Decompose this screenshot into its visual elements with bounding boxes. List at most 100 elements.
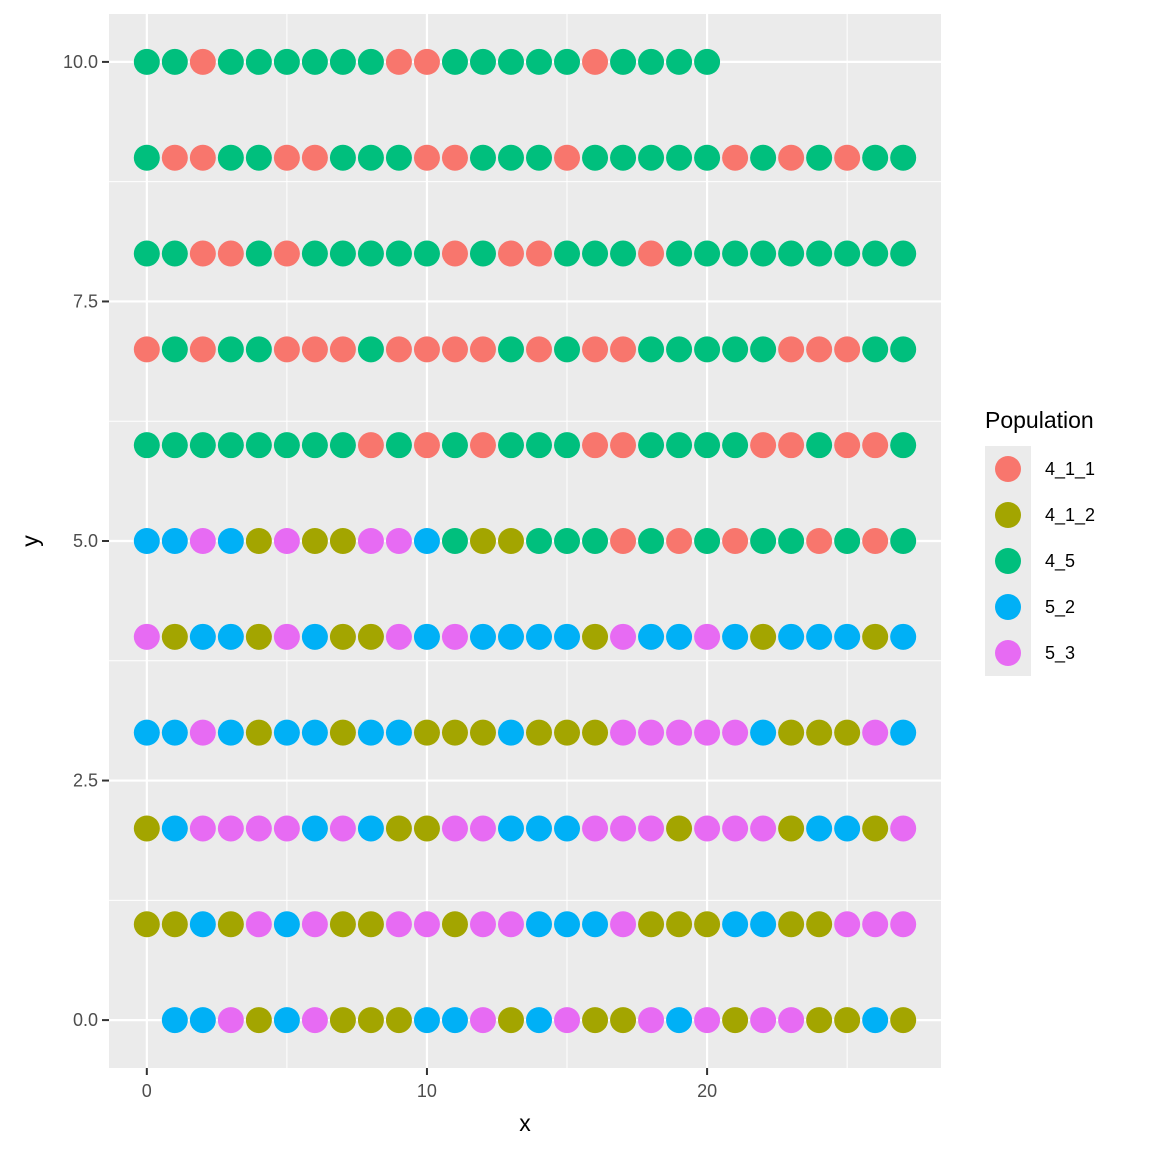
point-4_1_1: [582, 48, 609, 75]
point-5_3: [694, 623, 721, 650]
legend-label-4_1_1: 4_1_1: [1045, 459, 1095, 480]
point-4_1_2: [357, 911, 384, 938]
point-4_1_1: [610, 528, 637, 554]
legend: Population 4_1_1 4_1_2 4_5 5_2 5_3: [985, 407, 1095, 676]
point-5_2: [778, 623, 805, 650]
point-4_1_1: [413, 144, 440, 171]
point-4_5: [834, 528, 861, 554]
point-4_1_2: [329, 1007, 356, 1034]
point-4_5: [806, 240, 833, 267]
point-4_1_2: [834, 1007, 861, 1034]
point-4_1_1: [441, 240, 468, 267]
point-5_2: [273, 911, 300, 938]
point-4_1_1: [526, 240, 553, 267]
point-5_2: [526, 1007, 553, 1034]
point-4_1_2: [778, 815, 805, 842]
point-4_5: [554, 528, 581, 554]
legend-key-4_5: [995, 548, 1021, 574]
point-4_5: [161, 432, 188, 459]
point-4_5: [582, 240, 609, 267]
point-5_3: [217, 815, 244, 842]
point-4_5: [806, 432, 833, 459]
point-5_3: [862, 719, 889, 746]
point-5_2: [526, 911, 553, 938]
point-4_5: [694, 48, 721, 75]
point-4_1_1: [189, 48, 216, 75]
point-5_2: [526, 623, 553, 650]
point-4_5: [862, 144, 889, 171]
point-5_3: [722, 815, 749, 842]
point-5_2: [890, 623, 917, 650]
point-5_2: [301, 623, 328, 650]
point-5_2: [357, 815, 384, 842]
point-4_1_1: [301, 336, 328, 363]
point-4_1_1: [722, 528, 749, 554]
point-4_5: [357, 336, 384, 363]
point-5_2: [750, 719, 777, 746]
point-5_3: [554, 1007, 581, 1034]
point-5_3: [638, 815, 665, 842]
point-4_1_1: [189, 336, 216, 363]
point-5_2: [638, 623, 665, 650]
point-4_1_1: [834, 144, 861, 171]
point-4_1_2: [806, 1007, 833, 1034]
point-4_1_1: [778, 144, 805, 171]
y-tick-label: 10.0: [63, 52, 98, 72]
point-5_3: [778, 1007, 805, 1034]
point-4_5: [778, 240, 805, 267]
point-5_3: [273, 528, 300, 554]
point-5_2: [189, 623, 216, 650]
point-4_5: [582, 144, 609, 171]
point-4_5: [161, 48, 188, 75]
point-4_5: [694, 240, 721, 267]
point-5_3: [834, 911, 861, 938]
point-4_1_2: [722, 1007, 749, 1034]
point-4_1_2: [161, 911, 188, 938]
point-5_2: [273, 719, 300, 746]
point-5_3: [385, 528, 412, 554]
point-5_2: [554, 623, 581, 650]
point-4_1_1: [413, 48, 440, 75]
point-5_3: [385, 623, 412, 650]
point-4_1_2: [750, 623, 777, 650]
point-4_5: [329, 48, 356, 75]
point-4_1_2: [806, 719, 833, 746]
point-4_1_1: [526, 336, 553, 363]
point-4_5: [245, 432, 272, 459]
point-4_1_1: [582, 432, 609, 459]
point-4_5: [610, 144, 637, 171]
point-5_2: [722, 911, 749, 938]
point-4_5: [862, 336, 889, 363]
y-tick-label: 2.5: [73, 771, 98, 791]
point-5_3: [469, 815, 496, 842]
point-4_5: [750, 144, 777, 171]
point-4_1_2: [413, 719, 440, 746]
point-4_1_2: [778, 719, 805, 746]
point-4_1_2: [329, 719, 356, 746]
point-4_1_1: [273, 144, 300, 171]
point-4_1_2: [357, 623, 384, 650]
legend-key-5_2: [995, 594, 1021, 620]
point-4_1_1: [806, 336, 833, 363]
point-5_3: [245, 815, 272, 842]
point-4_1_2: [526, 719, 553, 746]
point-5_2: [666, 1007, 693, 1034]
point-4_1_2: [582, 623, 609, 650]
point-4_1_1: [750, 432, 777, 459]
x-tick-label: 0: [142, 1081, 152, 1101]
point-4_5: [133, 48, 160, 75]
point-5_2: [834, 815, 861, 842]
point-5_2: [806, 623, 833, 650]
point-4_5: [806, 144, 833, 171]
point-5_3: [610, 911, 637, 938]
point-4_5: [750, 336, 777, 363]
point-5_3: [638, 1007, 665, 1034]
point-4_5: [497, 432, 524, 459]
point-4_5: [694, 144, 721, 171]
point-4_5: [385, 144, 412, 171]
point-4_5: [638, 528, 665, 554]
point-4_5: [497, 144, 524, 171]
point-4_5: [161, 336, 188, 363]
point-5_3: [610, 719, 637, 746]
point-4_1_2: [329, 911, 356, 938]
